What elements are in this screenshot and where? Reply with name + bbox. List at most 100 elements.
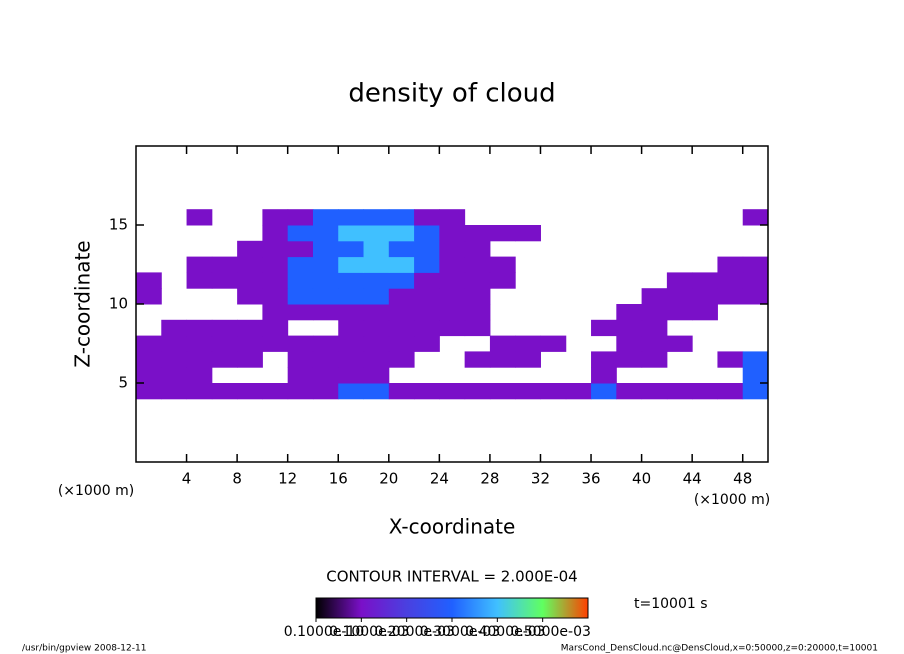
- cell: [363, 240, 390, 258]
- cell: [338, 367, 365, 384]
- cell: [186, 351, 213, 368]
- cell: [439, 240, 466, 258]
- colorbar-label: 0.1000e-03: [329, 624, 409, 640]
- cell: [540, 383, 567, 400]
- cell: [464, 319, 491, 337]
- cell: [616, 319, 643, 337]
- cell: [388, 225, 415, 242]
- cell: [666, 383, 693, 400]
- x-tick-label: 32: [531, 470, 550, 488]
- cell: [414, 288, 440, 305]
- time-label: t=10001 s: [634, 596, 708, 612]
- cell: [262, 256, 289, 273]
- cell: [211, 383, 238, 400]
- cell: [717, 272, 744, 289]
- cell: [363, 209, 390, 226]
- cell: [616, 304, 643, 321]
- cell: [464, 240, 491, 258]
- cell: [388, 209, 415, 226]
- cell: [591, 351, 617, 368]
- cell: [338, 319, 365, 337]
- cell: [312, 304, 339, 321]
- cell: [464, 288, 491, 305]
- cell: [338, 272, 365, 289]
- cell: [136, 335, 162, 352]
- y-unit: (×1000 m): [58, 483, 134, 499]
- cell: [363, 367, 390, 384]
- cell: [338, 256, 365, 273]
- x-tick-label: 16: [329, 470, 348, 488]
- cell: [262, 288, 289, 305]
- cell: [237, 240, 263, 258]
- y-tick-label: 15: [109, 216, 128, 234]
- cell: [287, 383, 314, 400]
- cell: [439, 225, 466, 242]
- cell: [489, 335, 516, 352]
- cell: [666, 304, 693, 321]
- cell: [414, 256, 440, 273]
- footer-left: /usr/bin/gpview 2008-12-11: [22, 644, 146, 654]
- cell: [363, 335, 390, 352]
- cell: [237, 272, 263, 289]
- cell: [388, 383, 415, 400]
- cell: [439, 256, 466, 273]
- cell: [742, 351, 769, 368]
- x-tick-label: 40: [632, 470, 651, 488]
- cell: [489, 225, 516, 242]
- cell: [338, 240, 365, 258]
- cell: [338, 351, 365, 368]
- colorbar-label: 0.2000e-03: [374, 624, 454, 640]
- cell: [439, 319, 466, 337]
- y-axis-label: Z-coordinate: [71, 240, 95, 367]
- cell: [591, 319, 617, 337]
- cell: [287, 209, 314, 226]
- cell: [338, 209, 365, 226]
- cell: [692, 272, 718, 289]
- cell: [186, 319, 213, 337]
- cell: [742, 367, 769, 384]
- cell: [211, 319, 238, 337]
- cell: [186, 367, 213, 384]
- cell: [414, 304, 440, 321]
- cell: [439, 383, 466, 400]
- x-tick-label: 20: [379, 470, 398, 488]
- cell: [666, 272, 693, 289]
- cell: [262, 304, 289, 321]
- cell: [717, 288, 744, 305]
- cell: [515, 225, 541, 242]
- y-tick-label: 5: [118, 374, 128, 392]
- cell: [464, 304, 491, 321]
- cell: [287, 335, 314, 352]
- cell: [692, 288, 718, 305]
- cell: [388, 256, 415, 273]
- cell: [312, 383, 339, 400]
- cell: [312, 351, 339, 368]
- cell: [439, 304, 466, 321]
- cell: [742, 288, 769, 305]
- contour-interval: CONTOUR INTERVAL = 2.000E-04: [326, 568, 577, 586]
- colorbar: [315, 597, 589, 619]
- cell: [312, 209, 339, 226]
- cell: [186, 383, 213, 400]
- cell: [136, 383, 162, 400]
- cell: [237, 351, 263, 368]
- cell: [414, 209, 440, 226]
- cell: [388, 351, 415, 368]
- colorbar-label: 0.1000e-10: [284, 624, 364, 640]
- cell: [515, 383, 541, 400]
- cell: [136, 272, 162, 289]
- cell: [414, 319, 440, 337]
- cell: [237, 335, 263, 352]
- cell: [237, 256, 263, 273]
- cell: [186, 209, 213, 226]
- cell: [414, 335, 440, 352]
- cell: [742, 256, 769, 273]
- cell: [312, 288, 339, 305]
- cell: [414, 225, 440, 242]
- cell: [439, 209, 466, 226]
- cell: [641, 288, 668, 305]
- cell: [388, 319, 415, 337]
- x-tick-label: 8: [232, 470, 242, 488]
- x-axis-label: X-coordinate: [389, 515, 516, 539]
